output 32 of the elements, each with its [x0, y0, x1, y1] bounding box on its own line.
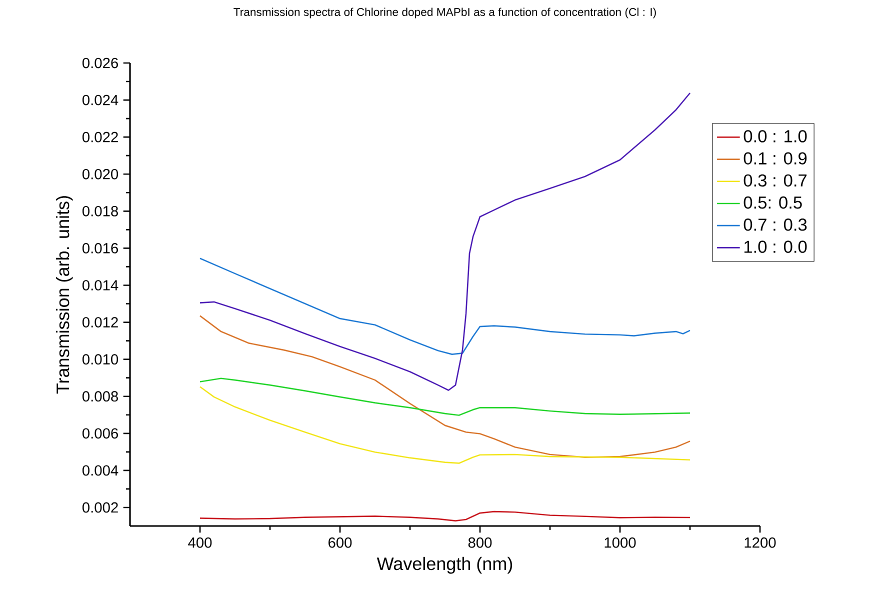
y-tick-label: 0.014 — [82, 280, 118, 290]
x-tick-label: 1000 — [604, 537, 636, 548]
x-tick-label: 800 — [468, 537, 492, 548]
legend-label: 0.1 : 0.9 — [744, 152, 807, 164]
y-tick-label: 0.002 — [82, 502, 118, 513]
line-series — [199, 92, 691, 391]
y-tick-label: 0.020 — [82, 168, 118, 180]
chart-title: Transmission spectra of Chlorine doped MAPbI as a function of concentration (Cl : I) — [234, 8, 656, 18]
y-tick-label: 0.018 — [82, 206, 118, 216]
line-series — [199, 386, 691, 464]
y-tick-label: 0.006 — [82, 428, 118, 439]
line-series — [199, 315, 691, 458]
y-tick-label: 0.016 — [82, 243, 118, 254]
x-axis-title: Wavelength (nm) — [376, 556, 512, 574]
y-tick-label: 0.004 — [82, 465, 118, 476]
legend-label: 0.3 : 0.7 — [744, 174, 807, 187]
x-tick-label: 600 — [328, 537, 352, 548]
line-series — [199, 258, 691, 355]
legend-label: 1.0 : 0.0 — [744, 240, 807, 253]
legend-label: 0.0 : 1.0 — [744, 130, 807, 142]
legend-label: 0.5: 0.5 — [744, 196, 802, 209]
legend-label: 0.7 : 0.3 — [744, 218, 807, 231]
line-series — [199, 378, 691, 416]
y-tick-label: 0.008 — [82, 391, 118, 402]
x-tick-label: 1200 — [744, 537, 776, 548]
y-tick-label: 0.012 — [82, 317, 118, 328]
y-tick-label: 0.022 — [82, 132, 118, 142]
y-tick-label: 0.010 — [82, 354, 118, 365]
y-axis-title: Transmission (arb. units) — [56, 196, 73, 394]
y-tick-label: 0.026 — [82, 58, 118, 68]
y-tick-label: 0.024 — [82, 94, 118, 106]
x-tick-label: 400 — [188, 537, 212, 548]
